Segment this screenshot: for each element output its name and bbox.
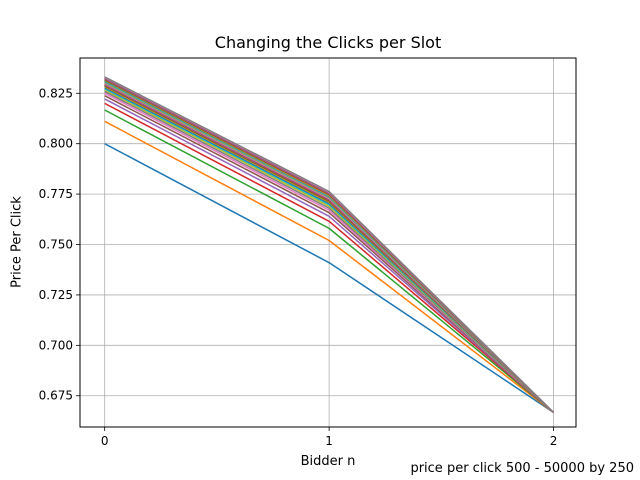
x-tick-label: 2 [550, 434, 558, 448]
chart-footnote: price per click 500 - 50000 by 250 [410, 461, 634, 476]
grid-lines [80, 58, 576, 427]
axes-frame [79, 57, 577, 428]
y-tick-label: 0.750 [39, 238, 73, 252]
y-tick-label: 0.675 [39, 389, 73, 403]
y-tick-label: 0.725 [39, 288, 73, 302]
series-line-2 [104, 120, 555, 414]
y-tick-label: 0.800 [39, 137, 73, 151]
x-tick-label: 1 [325, 434, 333, 448]
series-line-5 [104, 98, 555, 414]
series-lines [104, 76, 555, 414]
series-line-1 [104, 143, 554, 414]
y-tick-label: 0.825 [39, 86, 73, 100]
series-line-4 [104, 102, 555, 414]
series-line-28 [104, 76, 555, 414]
y-axis-label: Price Per Click [9, 196, 25, 288]
series-line-3 [104, 109, 555, 414]
chart-title: Changing the Clicks per Slot [214, 33, 442, 52]
y-tick-label: 0.700 [39, 338, 73, 352]
axis-ticks: 0 1 2 0.675 0.700 0.725 0.750 0.775 0.800 0.825 [39, 86, 558, 448]
x-axis-label: Bidder n [300, 454, 356, 469]
x-tick-label: 0 [101, 434, 109, 448]
y-tick-label: 0.775 [39, 187, 73, 201]
